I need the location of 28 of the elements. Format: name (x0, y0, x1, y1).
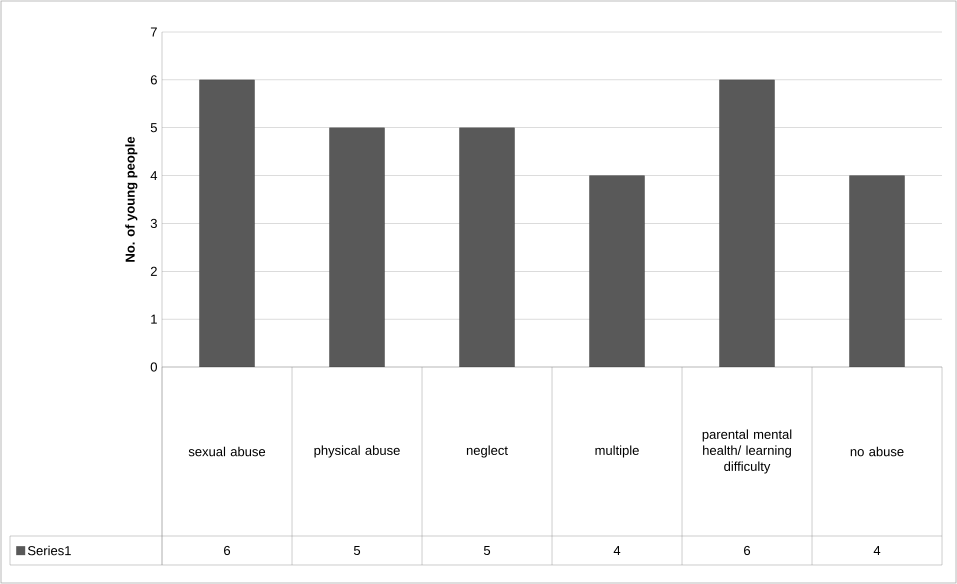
bar (459, 128, 515, 367)
bar (199, 80, 255, 367)
y-tick-label: 4 (150, 171, 158, 180)
data-label: 6 (744, 546, 750, 556)
x-tick-label: neglect (466, 445, 508, 458)
bar (719, 80, 775, 367)
data-label: 6 (224, 546, 230, 556)
bar (849, 175, 905, 367)
x-tick-label: multiple (595, 445, 639, 458)
data-label: 4 (874, 546, 880, 555)
y-tick-label: 1 (151, 314, 157, 324)
y-tick-label: 0 (150, 362, 157, 372)
data-label: 5 (484, 546, 490, 556)
legend-label: Series1 (28, 546, 71, 556)
x-tick-label: sexual abuse (188, 446, 266, 456)
y-tick-label: 3 (150, 218, 157, 228)
x-tick-label: parental mental health/ learning difficulty (702, 429, 792, 474)
data-label: 4 (614, 546, 620, 555)
y-tick-label: 5 (150, 123, 157, 132)
bar (329, 128, 385, 367)
y-axis-title: No. of young people (125, 136, 138, 262)
x-tick-label: physical abuse (314, 445, 400, 458)
y-tick-label: 6 (150, 75, 157, 84)
x-tick-label: no abuse (850, 446, 904, 456)
y-tick-label: 2 (150, 266, 157, 276)
data-label: 5 (354, 546, 360, 556)
bar (589, 175, 645, 367)
y-tick-label: 7 (150, 28, 157, 36)
